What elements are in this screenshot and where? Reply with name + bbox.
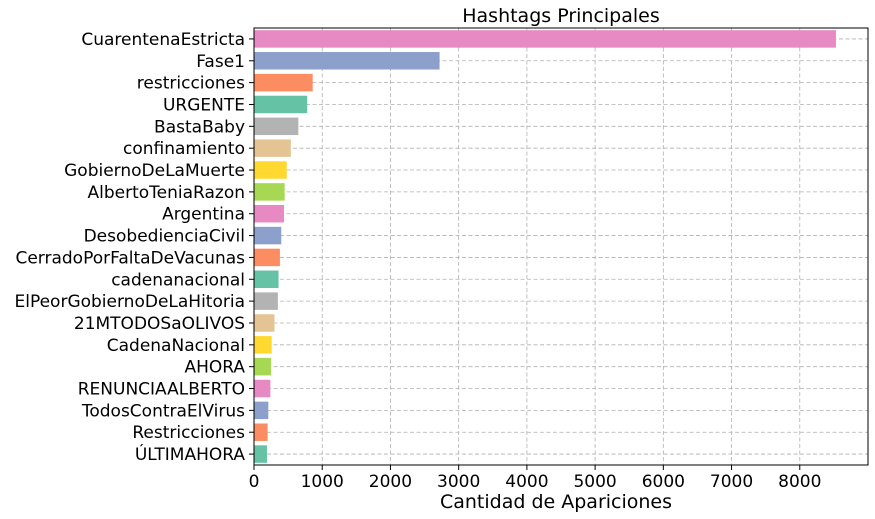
- y-tick-label: AlbertoTeniaRazon: [88, 183, 245, 203]
- bar: [254, 204, 285, 223]
- bar: [254, 117, 299, 136]
- x-tick-label: 1000: [301, 472, 344, 492]
- y-tick-label: RENUNCIAALBERTO: [78, 380, 245, 400]
- y-tick-label: cadenanacional: [111, 270, 245, 290]
- bar: [254, 445, 267, 463]
- bar: [254, 183, 285, 201]
- y-tick-label: restricciones: [137, 74, 245, 94]
- x-tick-label: 6000: [642, 472, 685, 492]
- x-tick-label: 8000: [778, 472, 821, 492]
- x-tick-label: 4000: [505, 472, 548, 492]
- bar: [254, 52, 440, 70]
- y-tick-label: CerradoPorFaltaDeVacunas: [15, 248, 245, 268]
- bars-layer: [254, 30, 836, 463]
- y-axis: CuarentenaEstrictaFase1restriccionesURGE…: [14, 30, 254, 465]
- grid-layer: [253, 28, 868, 465]
- bar: [254, 336, 272, 354]
- x-tick-label: 2000: [369, 472, 412, 492]
- x-tick-label: 5000: [573, 472, 616, 492]
- bar: [254, 30, 836, 48]
- y-tick-label: TodosContraElVirus: [81, 401, 245, 421]
- y-tick-label: Restricciones: [132, 423, 245, 443]
- y-tick-label: CuarentenaEstricta: [81, 30, 245, 50]
- bar: [254, 270, 279, 289]
- bar: [254, 248, 280, 267]
- y-tick-label: 21MTODOSaOLIVOS: [74, 314, 245, 334]
- y-tick-label: URGENTE: [163, 95, 245, 115]
- plot-frame: [253, 27, 869, 466]
- x-axis-label: Cantidad de Apariciones: [440, 491, 672, 513]
- bar: [254, 314, 275, 332]
- y-tick-label: ElPeorGobiernoDeLaHitoria: [14, 292, 245, 312]
- y-tick-label: GobiernoDeLaMuerte: [64, 161, 245, 181]
- bar: [254, 73, 313, 92]
- x-tick-label: 7000: [710, 472, 753, 492]
- bar: [254, 401, 269, 420]
- bar: [254, 292, 278, 310]
- bar: [254, 379, 271, 398]
- y-tick-label: ÚLTIMAHORA: [135, 443, 246, 465]
- bar: [254, 161, 287, 179]
- bar: [254, 226, 282, 245]
- y-tick-label: DesobedienciaCivil: [84, 227, 245, 247]
- x-tick-label: 3000: [437, 472, 480, 492]
- y-tick-label: AHORA: [184, 358, 245, 378]
- bar: [254, 95, 308, 114]
- x-tick-label: 0: [249, 472, 260, 492]
- x-axis: 0 1000 2000 3000 4000 5000 6000 7000 8000: [249, 465, 821, 492]
- y-tick-label: CadenaNacional: [107, 336, 245, 356]
- y-tick-label: BastaBaby: [154, 117, 245, 137]
- y-tick-label: Fase1: [196, 52, 245, 72]
- bar: [254, 357, 272, 376]
- bar: [254, 139, 291, 157]
- y-tick-label: confinamiento: [123, 139, 245, 159]
- chart-title: Hashtags Principales: [462, 5, 660, 27]
- y-tick-label: Argentina: [162, 205, 245, 225]
- bar: [254, 423, 268, 441]
